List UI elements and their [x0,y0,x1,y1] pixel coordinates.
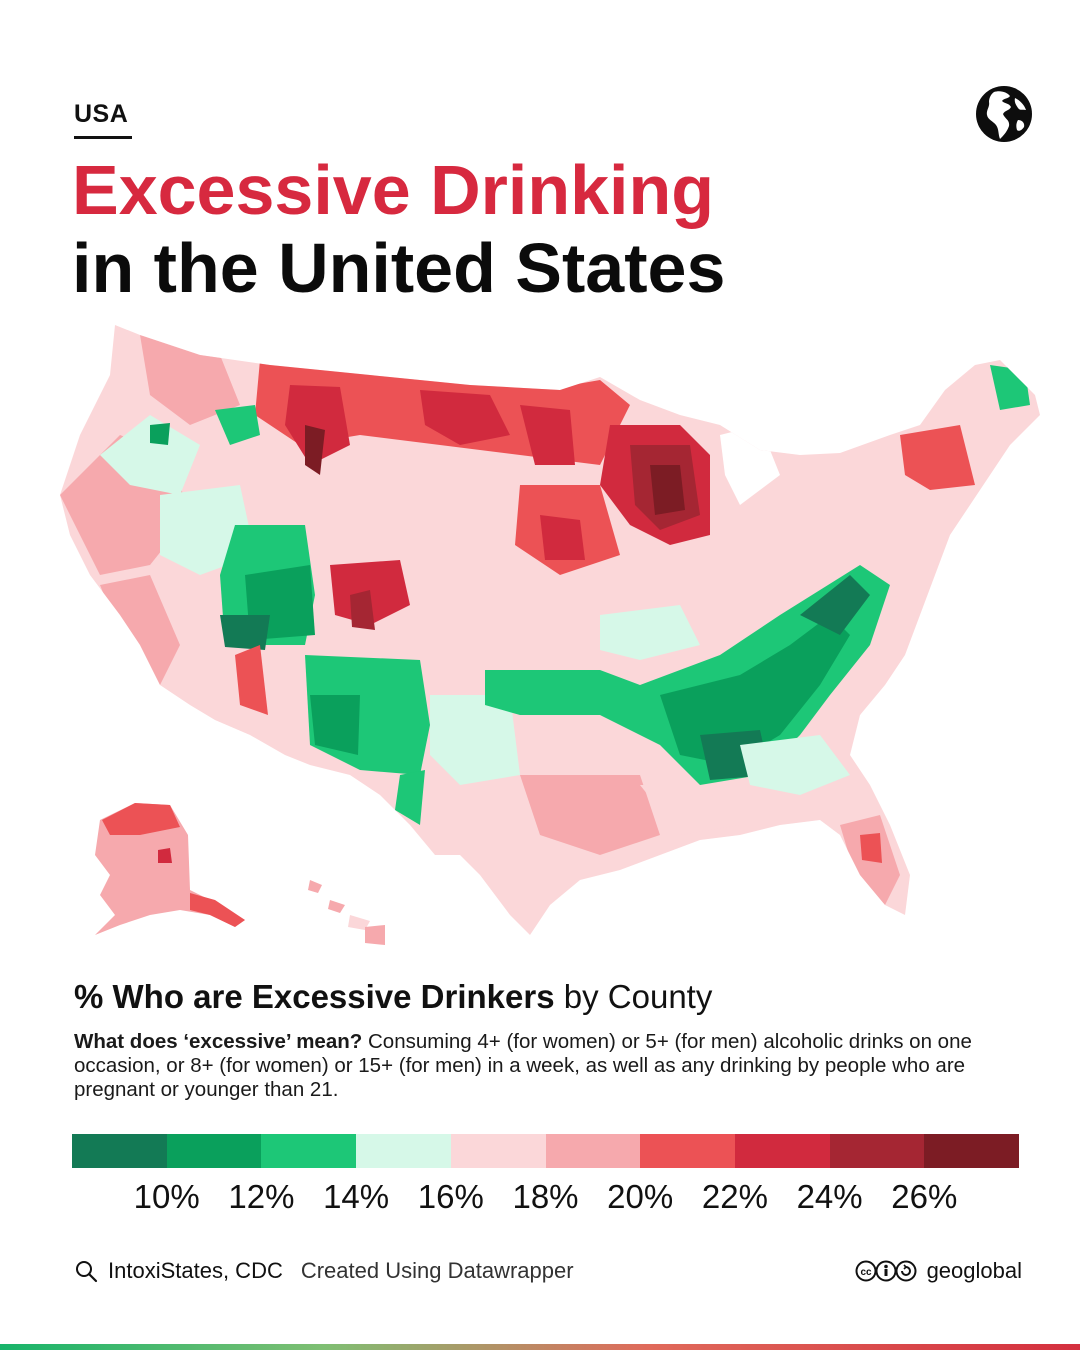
legend-swatch [545,1134,641,1168]
definition-question: What does ‘excessive’ mean? [74,1030,363,1053]
legend-tick-label: 26% [891,1178,958,1215]
kicker-label: USA [74,100,129,128]
legend-swatch [829,1134,925,1168]
bottom-accent-strip [0,1344,1080,1350]
subtitle-bold: % Who are Excessive Drinkers [74,978,555,1015]
legend-swatch [924,1134,1020,1168]
legend-color-bar [72,1134,1020,1168]
legend-tick-label: 16% [417,1178,484,1215]
legend-tick-label: 12% [228,1178,295,1215]
alaska [95,803,245,935]
legend-tick-label: 20% [607,1178,674,1215]
legend-swatch [640,1134,735,1168]
legend-swatch [72,1134,167,1168]
contiguous-states [60,325,1040,935]
legend-tick-label: 14% [323,1178,390,1215]
creative-commons-icon: cc [855,1260,917,1282]
source-text: IntoxiStates, CDC [108,1258,283,1283]
legend-swatch [734,1134,830,1168]
subtitle-regular: by County [563,978,713,1015]
legend-tick-label: 24% [796,1178,863,1215]
definition-answer: Consuming 4+ (for women) or 5+ (for men)… [74,1030,972,1101]
legend-ticks: 10% 12% 14% 16% 18% 20% 22% 24% 26% [72,1178,1019,1222]
brand-text: geoglobal [926,1258,1022,1283]
definition-text: What does ‘excessive’ mean? Consuming 4+… [74,1030,994,1102]
legend-swatch [166,1134,262,1168]
footer-brand: cc geoglobal [855,1258,1022,1284]
us-county-map [60,325,1040,945]
svg-text:cc: cc [860,1267,872,1278]
legend-swatch [450,1134,546,1168]
credit-text: Created Using Datawrapper [300,1258,574,1283]
legend-tick-label: 22% [701,1178,768,1215]
kicker-underline [74,136,132,139]
legend-swatch [261,1134,357,1168]
footer-source: IntoxiStates, CDC Created Using Datawrap… [74,1258,574,1284]
globe-americas-icon [976,86,1032,142]
title-line-2: in the United States [72,229,726,307]
search-icon [76,1261,98,1283]
legend-tick-label: 10% [133,1178,200,1215]
hawaii [308,880,385,945]
title-line-1: Excessive Drinking [72,151,714,229]
map-subtitle: % Who are Excessive Drinkers by County [74,976,712,1018]
legend-swatch [356,1134,451,1168]
legend-tick-label: 18% [512,1178,579,1215]
